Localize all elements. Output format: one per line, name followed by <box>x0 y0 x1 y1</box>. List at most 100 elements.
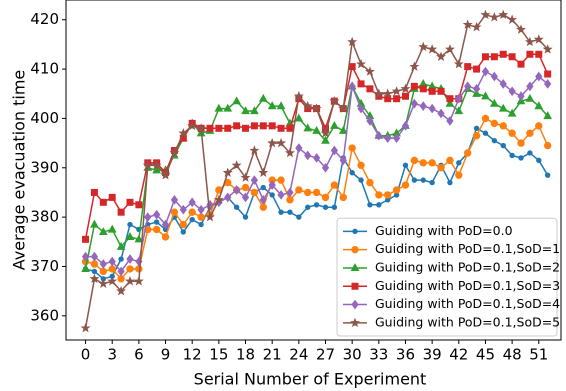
marker <box>233 122 241 130</box>
marker <box>312 188 321 197</box>
marker <box>90 188 98 196</box>
marker <box>535 50 543 58</box>
marker <box>410 98 418 109</box>
marker <box>382 88 393 98</box>
marker <box>99 267 108 276</box>
marker <box>260 184 266 191</box>
x-tick-label: 27 <box>316 346 335 364</box>
marker <box>250 188 259 197</box>
y-tick-label: 370 <box>30 257 59 275</box>
marker <box>133 276 144 286</box>
x-tick-label: 0 <box>81 346 91 364</box>
marker <box>526 50 534 58</box>
marker <box>170 195 179 205</box>
marker <box>498 103 508 112</box>
marker <box>90 219 99 228</box>
y-tick-label: 420 <box>30 10 59 28</box>
marker <box>543 111 553 120</box>
marker <box>126 198 134 206</box>
marker <box>420 177 426 183</box>
marker <box>250 106 259 115</box>
x-tick-label: 24 <box>289 346 308 364</box>
marker <box>499 50 507 58</box>
marker <box>116 285 127 296</box>
marker <box>507 108 517 117</box>
marker <box>411 177 418 183</box>
marker <box>197 204 205 215</box>
marker <box>258 93 268 102</box>
marker <box>464 63 472 71</box>
marker <box>284 147 295 158</box>
marker <box>499 122 507 130</box>
marker <box>242 124 250 132</box>
marker <box>456 160 462 166</box>
y-tick-label: 400 <box>30 109 59 127</box>
marker <box>419 101 427 111</box>
marker <box>490 98 499 107</box>
x-tick-label: 51 <box>529 346 548 364</box>
marker <box>152 165 161 174</box>
marker <box>428 103 436 114</box>
marker <box>188 197 196 208</box>
marker <box>98 227 108 236</box>
marker <box>544 172 551 178</box>
marker <box>471 21 482 32</box>
x-tick-label: 39 <box>423 346 442 364</box>
legend-label: Guiding with PoD=0.1,SoD=1 <box>375 241 560 256</box>
marker <box>135 265 143 273</box>
marker <box>402 162 409 169</box>
marker <box>500 142 506 149</box>
marker <box>491 137 498 144</box>
marker <box>242 214 249 220</box>
marker <box>373 88 384 98</box>
marker <box>89 273 100 284</box>
marker <box>489 12 500 22</box>
marker <box>108 265 116 273</box>
y-tick-label: 410 <box>30 60 59 78</box>
marker <box>286 196 294 204</box>
marker <box>357 80 365 88</box>
marker <box>233 204 240 210</box>
marker <box>455 93 463 104</box>
marker <box>454 106 464 115</box>
marker <box>472 132 481 140</box>
marker <box>198 221 204 228</box>
marker <box>358 177 364 183</box>
marker <box>99 259 107 269</box>
legend-label: Guiding with PoD=0.1,SoD=2 <box>375 259 560 274</box>
marker <box>116 241 126 250</box>
x-tick-label: 9 <box>161 346 171 364</box>
marker <box>376 202 382 208</box>
marker <box>462 19 473 29</box>
y-tick-label: 390 <box>30 158 59 176</box>
marker <box>233 185 241 195</box>
marker <box>305 204 311 210</box>
marker <box>144 212 152 222</box>
marker <box>188 208 196 216</box>
marker <box>525 93 535 102</box>
marker <box>98 278 109 288</box>
marker <box>518 155 524 161</box>
marker <box>151 160 162 170</box>
marker <box>472 83 481 94</box>
marker <box>338 125 348 134</box>
marker <box>535 122 543 130</box>
marker <box>517 91 525 102</box>
marker <box>99 198 107 206</box>
marker <box>108 193 116 201</box>
marker <box>509 152 515 159</box>
marker <box>81 251 90 262</box>
marker <box>526 129 534 137</box>
marker <box>250 122 258 130</box>
marker <box>91 268 98 275</box>
x-tick-label: 21 <box>263 346 282 364</box>
marker <box>232 96 241 105</box>
x-tick-label: 33 <box>369 346 388 364</box>
marker <box>180 229 187 235</box>
marker <box>295 186 303 194</box>
marker <box>223 103 233 112</box>
marker <box>330 120 339 129</box>
marker <box>366 85 374 93</box>
marker <box>392 133 401 144</box>
marker <box>153 209 161 220</box>
